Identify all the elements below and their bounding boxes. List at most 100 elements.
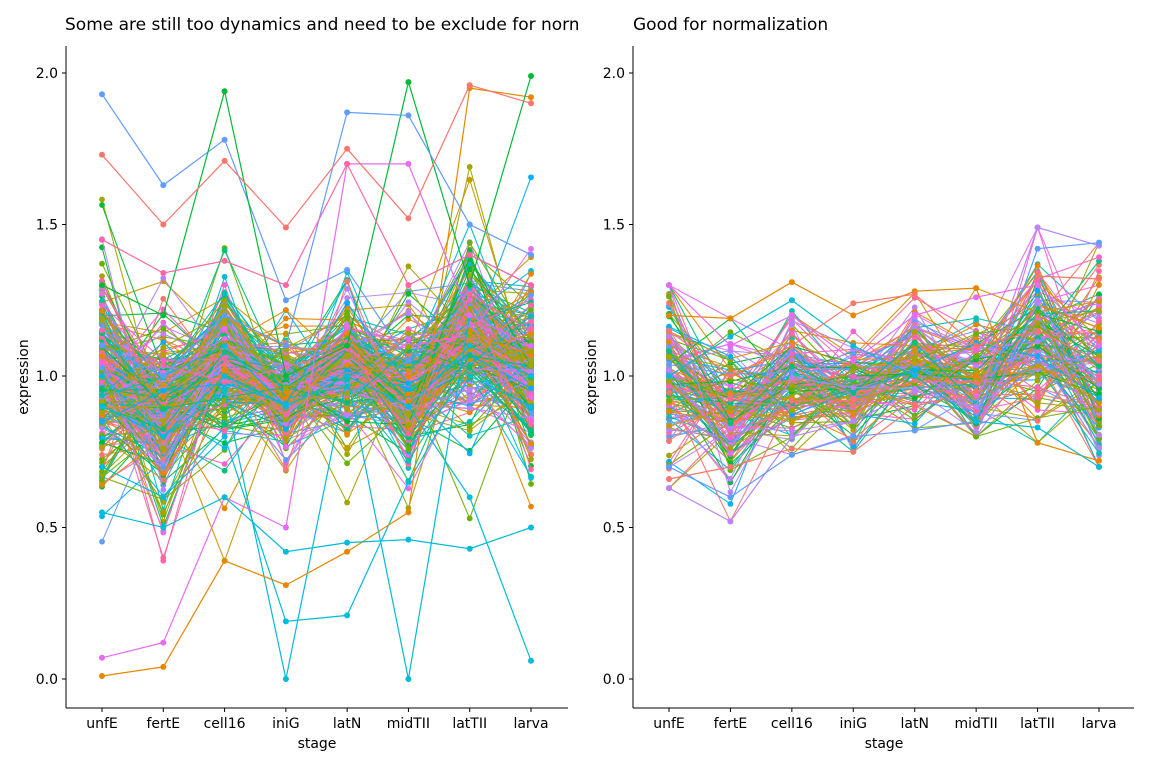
right-data-point (1096, 385, 1102, 392)
right-data-point (850, 410, 857, 417)
left-data-point (528, 481, 534, 487)
left-outlier-point (282, 524, 289, 531)
left-outlier-point (344, 612, 351, 619)
right-series-path (668, 324, 1100, 416)
left-data-point (283, 416, 289, 423)
left-outlier-point (99, 509, 105, 516)
right-outlier-point (911, 291, 918, 298)
left-data-point (283, 466, 289, 473)
left-data-point (160, 426, 167, 433)
right-outlier-point (1034, 327, 1041, 334)
right-data-point (727, 347, 734, 354)
left-data-point (344, 390, 350, 397)
right-panel: Good for normalization 0.00.51.01.52.0 u… (584, 15, 1134, 752)
left-outlier-point (466, 342, 473, 349)
left-outlier-series (99, 85, 534, 679)
right-y-tick-label: 2.0 (603, 66, 625, 82)
right-data-point (1034, 300, 1041, 307)
right-x-tick-label: latN (900, 716, 928, 732)
right-series-path (668, 281, 1100, 413)
left-outlier-point (466, 373, 473, 379)
left-outlier-path (101, 344, 532, 680)
right-outlier-point (1034, 245, 1041, 252)
right-data-point (850, 384, 857, 391)
left-data-point (160, 339, 167, 346)
left-data-point (528, 313, 534, 319)
right-data-point (789, 363, 795, 370)
left-series-path (101, 307, 532, 514)
left-y-axis-label: expression (16, 339, 32, 415)
left-data-point (99, 277, 105, 284)
left-y-tick-label: 1.5 (36, 218, 58, 234)
left-outlier-point (99, 282, 105, 289)
left-data-point (160, 330, 167, 337)
left-y-tick-label: 0.5 (36, 521, 58, 537)
left-outlier-point (282, 342, 289, 349)
left-data-point (221, 273, 228, 280)
left-data-point (283, 323, 289, 329)
left-data-point (344, 353, 350, 360)
left-series-path (101, 312, 532, 427)
right-outlier-point (850, 418, 857, 425)
left-data-point (160, 275, 167, 282)
right-data-point (1096, 391, 1102, 397)
right-outlier-point (727, 463, 734, 470)
right-data-point (911, 339, 918, 346)
left-y-tick-label: 2.0 (36, 66, 58, 82)
right-outlier-series (666, 273, 1102, 482)
right-y-tick-label: 1.5 (603, 218, 625, 234)
left-data-point (344, 300, 350, 307)
left-outlier-point (405, 403, 412, 410)
right-data-point (1034, 338, 1041, 345)
right-outlier-point (666, 476, 672, 482)
left-x-tick-label: unfE (86, 716, 118, 732)
left-data-point (221, 505, 228, 512)
left-data-point (283, 354, 289, 361)
right-data-point (666, 339, 672, 345)
left-data-point (405, 505, 412, 511)
right-data-point (973, 408, 979, 414)
left-outlier-point (405, 479, 412, 485)
right-data-point (1034, 399, 1041, 406)
left-data-point (528, 380, 534, 387)
right-series-path (668, 359, 1100, 403)
left-panel-title: Some are still too dynamics and need to … (65, 15, 657, 35)
left-data-point (528, 306, 534, 313)
right-data-point (1034, 343, 1041, 350)
left-outlier-point (405, 112, 412, 119)
left-outlier-point (99, 373, 105, 379)
right-data-point (973, 330, 979, 337)
right-data-point (1096, 432, 1102, 438)
left-outlier-point (282, 224, 289, 231)
left-data-point (221, 422, 228, 429)
left-outlier-series (99, 373, 534, 625)
left-outlier-point (221, 157, 228, 164)
left-data-point (160, 351, 167, 358)
right-series-path (668, 326, 1100, 416)
left-data-point (528, 362, 534, 369)
right-data-point (911, 395, 918, 401)
left-data-point (160, 529, 167, 536)
left-data-point (160, 557, 167, 564)
left-data-point (283, 425, 289, 431)
left-data-point (160, 295, 167, 302)
left-series-path (101, 280, 532, 470)
left-data-point (99, 538, 105, 545)
left-outlier-path (101, 87, 532, 677)
left-outlier-point (99, 463, 105, 470)
left-outlier-point (221, 373, 228, 379)
right-data-point (727, 489, 734, 496)
left-data-point (99, 477, 105, 484)
right-series-path (668, 350, 1100, 427)
left-outlier-point (466, 82, 473, 89)
right-outlier-point (666, 463, 672, 470)
right-data-point (1096, 444, 1102, 451)
left-data-point (99, 353, 105, 360)
right-data-point (666, 383, 672, 390)
left-data-point (344, 330, 350, 336)
right-outlier-point (911, 427, 918, 434)
right-data-point (666, 438, 672, 444)
left-data-point (466, 240, 473, 246)
right-data-point (1034, 372, 1041, 379)
right-data-point (1096, 372, 1102, 379)
